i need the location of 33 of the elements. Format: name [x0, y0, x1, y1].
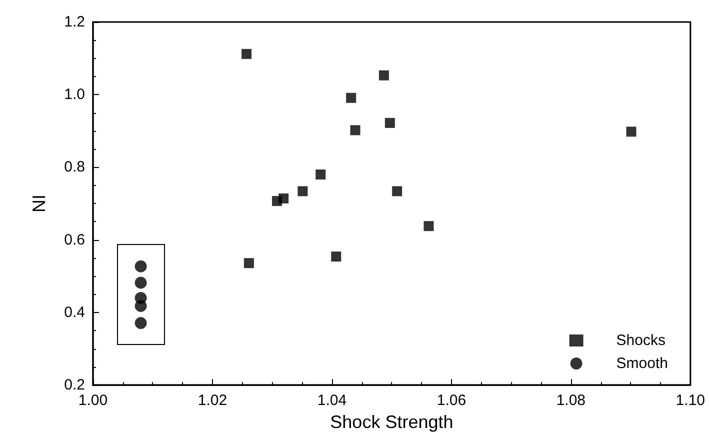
point	[242, 48, 252, 59]
point	[378, 70, 389, 80]
point	[134, 300, 147, 312]
y-tick-label: 0.2	[64, 376, 85, 394]
point	[134, 260, 147, 272]
x-tick-label: 1.08	[556, 392, 586, 410]
legend-label: Shocks	[616, 332, 666, 349]
y-tick-label: 1.0	[64, 86, 85, 104]
y-tick-label: 0.6	[64, 231, 85, 248]
x-tick-label: 1.10	[676, 392, 706, 410]
point	[350, 125, 360, 136]
x-axis-title: Shock Strength	[330, 412, 454, 432]
point	[384, 118, 395, 128]
point	[424, 221, 434, 232]
y-tick-label: 0.8	[64, 158, 85, 176]
y-tick-label: 1.2	[64, 14, 85, 30]
point	[392, 186, 402, 196]
point	[278, 193, 289, 204]
x-tick-label: 1.04	[317, 392, 347, 410]
y-tick-label: 0.4	[64, 304, 85, 321]
point	[346, 92, 356, 103]
x-tick-label: 1.06	[436, 392, 466, 410]
point	[298, 186, 308, 196]
x-tick-label: 1.02	[198, 392, 228, 410]
point	[134, 276, 147, 289]
point	[331, 252, 342, 262]
y-axis-title: NI	[29, 194, 49, 213]
x-tick-label: 1.00	[78, 392, 108, 410]
point	[134, 317, 147, 330]
point	[626, 126, 636, 137]
point	[244, 258, 254, 268]
legend-label: Smooth	[616, 355, 668, 372]
point	[316, 170, 326, 180]
